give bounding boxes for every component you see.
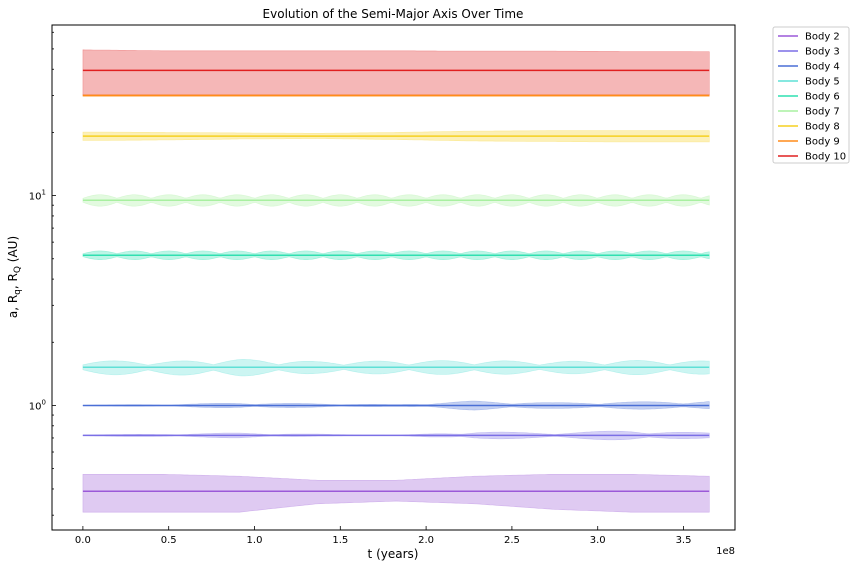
x-tick-label: 2.0 xyxy=(418,535,434,546)
y-label-main: a, R xyxy=(6,295,20,318)
legend-label: Body 7 xyxy=(805,107,840,118)
y-label-sub-Q: Q xyxy=(13,266,23,273)
legend-label: Body 8 xyxy=(805,122,840,133)
x-tick-label: 3.0 xyxy=(590,535,606,546)
series-lines xyxy=(82,69,710,493)
plot-frame xyxy=(51,24,736,531)
x-axis-ticks: 0.0 0.5 1.0 1.5 2.0 2.5 3.0 3.5 xyxy=(75,526,692,546)
x-tick-label: 1.0 xyxy=(247,535,263,546)
y-axis-label: a, Rq, RQ (AU) xyxy=(6,236,23,318)
x-axis-label: t (years) xyxy=(368,547,419,561)
y-label-sub-q: q xyxy=(13,289,23,295)
error-bands xyxy=(82,49,710,513)
y-label-unit: (AU) xyxy=(6,236,20,266)
x-tick-label: 3.5 xyxy=(676,535,692,546)
legend-label: Body 10 xyxy=(805,152,846,163)
legend-label: Body 4 xyxy=(805,62,840,73)
x-tick-label: 1.5 xyxy=(332,535,348,546)
x-tick-label: 0.0 xyxy=(75,535,91,546)
legend-label: Body 3 xyxy=(805,47,840,58)
y-label-sep: , R xyxy=(6,273,20,289)
y-tick-label: 101 xyxy=(29,189,46,203)
x-tick-label: 0.5 xyxy=(161,535,177,546)
y-tick-label: 100 xyxy=(29,398,46,412)
y-axis-ticks: 100 101 xyxy=(29,31,56,516)
legend-label: Body 9 xyxy=(805,137,840,148)
x-offset-text: 1e8 xyxy=(716,546,735,557)
legend-label: Body 6 xyxy=(805,92,840,103)
band-body-2 xyxy=(82,474,710,513)
legend-box xyxy=(772,26,850,164)
band-body-10 xyxy=(82,49,710,96)
chart-title: Evolution of the Semi-Major Axis Over Ti… xyxy=(263,7,524,21)
legend-label: Body 2 xyxy=(805,32,840,43)
band-body-3 xyxy=(82,430,710,441)
legend-label: Body 5 xyxy=(805,77,840,88)
legend: Body 2 Body 3 Body 4 Body 5 Body 6 Body 7 Body… xyxy=(772,26,850,164)
x-tick-label: 2.5 xyxy=(504,535,520,546)
